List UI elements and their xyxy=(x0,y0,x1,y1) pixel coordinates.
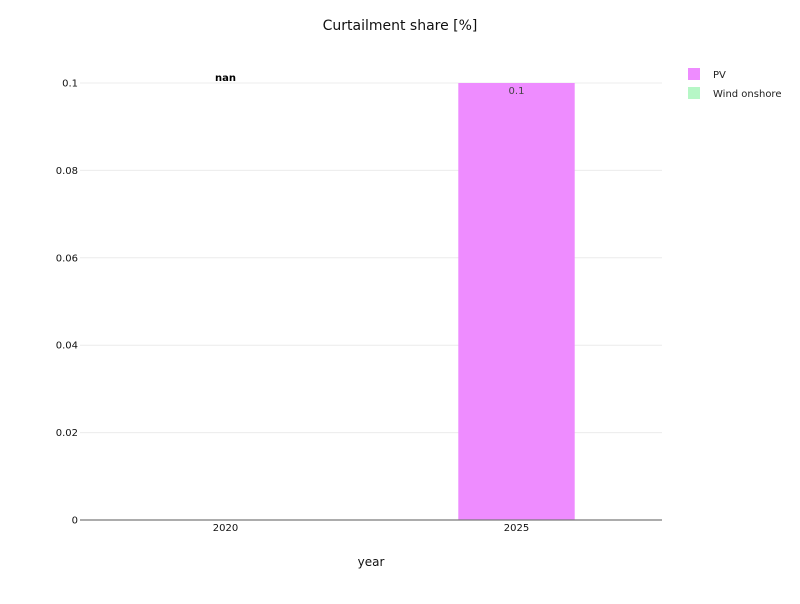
legend: PV Wind onshore xyxy=(688,68,781,100)
bar-pv-2025 xyxy=(458,83,575,520)
y-tick-label: 0 xyxy=(72,516,78,527)
x-tick-label: 2025 xyxy=(504,523,529,534)
y-tick-label: 0.08 xyxy=(56,166,78,177)
y-tick-label: 0.1 xyxy=(62,79,78,90)
legend-swatch[interactable] xyxy=(688,87,700,99)
data-labels: 0.1 nan xyxy=(215,73,524,97)
legend-swatch[interactable] xyxy=(688,68,700,80)
y-tick-label: 0.02 xyxy=(56,428,78,439)
bar-value-label: 0.1 xyxy=(509,86,525,97)
nan-annotation: nan xyxy=(215,73,236,84)
x-axis-title: year xyxy=(358,555,385,569)
chart-title: Curtailment share [%] xyxy=(323,18,478,34)
x-axis-ticks: 2020 2025 xyxy=(213,523,529,534)
x-tick-label: 2020 xyxy=(213,523,238,534)
y-axis-ticks: 0 0.02 0.04 0.06 0.08 0.1 xyxy=(56,79,78,527)
y-tick-label: 0.04 xyxy=(56,341,78,352)
legend-label[interactable]: PV xyxy=(713,70,726,81)
y-tick-label: 0.06 xyxy=(56,253,78,264)
legend-label[interactable]: Wind onshore xyxy=(713,89,781,100)
bars xyxy=(458,83,575,520)
